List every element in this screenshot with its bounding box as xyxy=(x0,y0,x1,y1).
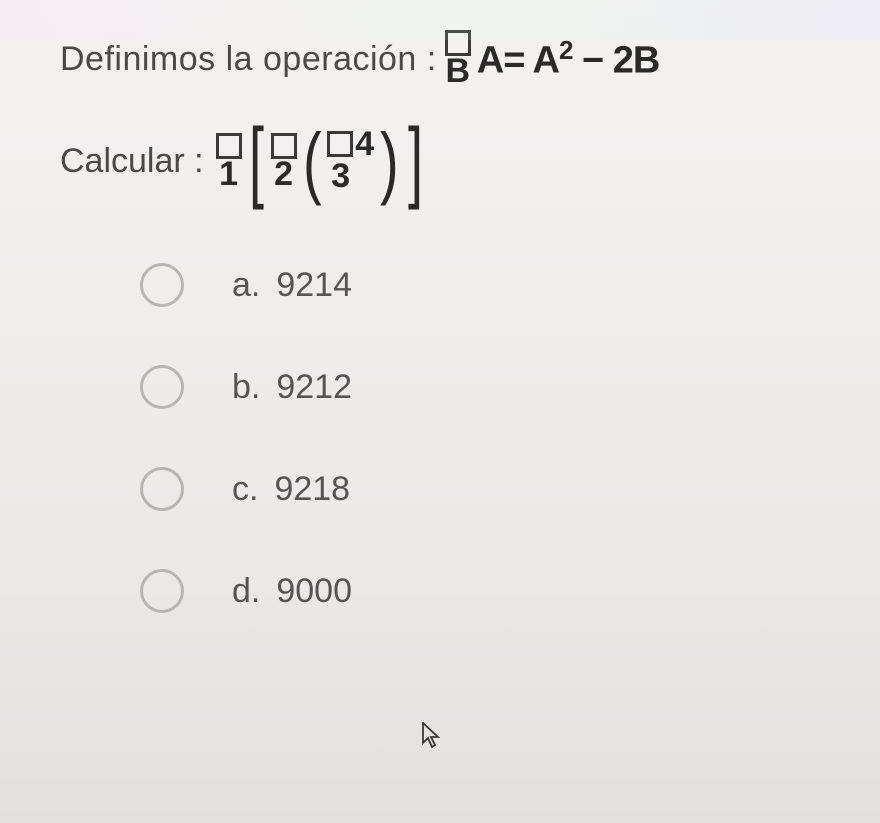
cursor-icon xyxy=(422,722,442,750)
option-value: 9000 xyxy=(276,572,352,611)
radio-icon[interactable] xyxy=(140,569,184,613)
radio-icon[interactable] xyxy=(140,467,184,511)
option-b[interactable]: b. 9212 xyxy=(140,365,820,409)
calculate-line: Calcular : 1 [ 2 ( 4 3 ) ] xyxy=(60,130,820,193)
option-value: 9212 xyxy=(276,368,352,407)
option-value: 9214 xyxy=(276,266,352,305)
option-value: 9218 xyxy=(274,470,350,509)
radio-icon[interactable] xyxy=(140,263,184,307)
operator-3: 4 3 xyxy=(327,131,374,193)
option-letter: a. xyxy=(232,266,260,305)
operator-1: 1 xyxy=(216,133,242,191)
options-list: a. 9214 b. 9212 c. 9218 d. 9000 xyxy=(140,263,820,613)
right-bracket-icon: ] xyxy=(408,130,423,193)
radio-icon[interactable] xyxy=(140,365,184,409)
option-c[interactable]: c. 9218 xyxy=(140,467,820,511)
definition-line: Definimos la operación : B A= A2 − 2B xyxy=(60,30,820,88)
definition-label: Definimos la operación : xyxy=(60,40,437,79)
calculate-label: Calcular : xyxy=(60,142,204,181)
operator-A: A xyxy=(477,40,503,82)
option-letter: d. xyxy=(232,572,260,611)
operator-2: 2 xyxy=(271,133,297,191)
operator-symbol-def: B xyxy=(445,30,471,88)
operator-B: B xyxy=(445,54,470,88)
option-letter: c. xyxy=(232,470,258,509)
square-icon xyxy=(327,131,353,157)
left-bracket-icon: [ xyxy=(249,130,264,193)
expression: 1 [ 2 ( 4 3 ) ] xyxy=(214,130,428,193)
option-a[interactable]: a. 9214 xyxy=(140,263,820,307)
option-d[interactable]: d. 9000 xyxy=(140,569,820,613)
option-letter: b. xyxy=(232,368,260,407)
equation-text: A= A2 − 2B xyxy=(477,35,660,83)
right-paren-icon: ) xyxy=(380,134,399,190)
left-paren-icon: ( xyxy=(303,134,322,190)
